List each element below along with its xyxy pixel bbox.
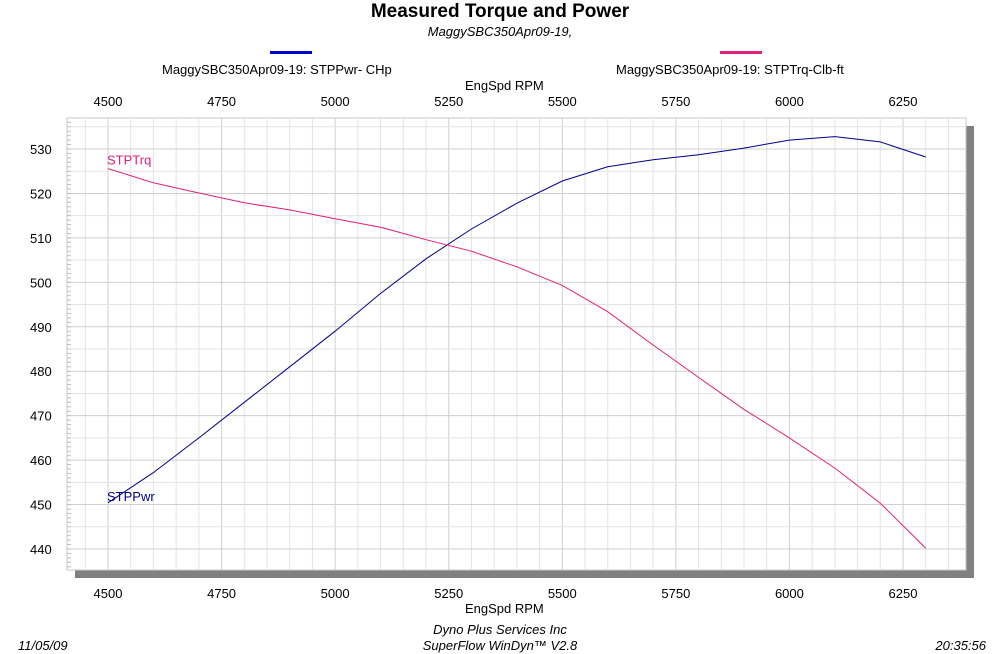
x-tick-label-bottom: 5500 — [548, 586, 577, 601]
x-tick-label-top: 5500 — [548, 94, 577, 109]
y-tick-label: 460 — [30, 453, 52, 468]
x-tick-label-bottom: 4500 — [94, 586, 123, 601]
series-line-stppwr — [107, 136, 926, 504]
x-tick-label-top: 4500 — [94, 94, 123, 109]
x-tick-label-top: 5750 — [661, 94, 690, 109]
y-tick-label: 480 — [30, 364, 52, 379]
footer-time: 20:35:56 — [935, 638, 986, 653]
x-tick-label-bottom: 6000 — [775, 586, 804, 601]
footer-company: Dyno Plus Services Inc — [433, 622, 567, 637]
series-label-stptrq: STPTrq — [107, 153, 151, 168]
footer-software: SuperFlow WinDyn™ V2.8 — [422, 638, 578, 653]
series-label-stppwr: STPPwr — [107, 489, 155, 504]
y-tick-label: 490 — [30, 320, 52, 335]
x-tick-label-bottom: 4750 — [207, 586, 236, 601]
y-tick-label: 530 — [30, 142, 52, 157]
legend-swatch-power — [270, 51, 312, 54]
chart-subtitle: MaggySBC350Apr09-19, — [427, 24, 573, 39]
legend-swatch-torque — [720, 51, 762, 54]
y-tick-label: 500 — [30, 275, 52, 290]
x-tick-label-top: 6250 — [889, 94, 918, 109]
x-tick-label-top: 6000 — [775, 94, 804, 109]
legend-label-power: MaggySBC350Apr09-19: STPPwr- CHp — [162, 62, 392, 77]
y-tick-label: 520 — [30, 186, 52, 201]
series-line-stptrq — [107, 168, 927, 549]
x-axis-title-bottom: EngSpd RPM — [465, 601, 544, 616]
y-tick-label: 470 — [30, 409, 52, 424]
x-axis-title-top: EngSpd RPM — [465, 78, 544, 93]
x-tick-label-bottom: 5750 — [661, 586, 690, 601]
x-tick-label-top: 4750 — [207, 94, 236, 109]
x-tick-label-bottom: 5000 — [321, 586, 350, 601]
y-tick-label: 450 — [30, 498, 52, 513]
x-tick-label-top: 5250 — [434, 94, 463, 109]
x-tick-label-bottom: 5250 — [434, 586, 463, 601]
chart-title: Measured Torque and Power — [370, 1, 630, 22]
footer-date: 11/05/09 — [18, 638, 68, 653]
y-tick-label: 440 — [30, 542, 52, 557]
x-tick-label-bottom: 6250 — [889, 586, 918, 601]
legend-label-torque: MaggySBC350Apr09-19: STPTrq-Clb-ft — [616, 62, 844, 77]
x-tick-label-top: 5000 — [321, 94, 350, 109]
y-tick-label: 510 — [30, 231, 52, 246]
